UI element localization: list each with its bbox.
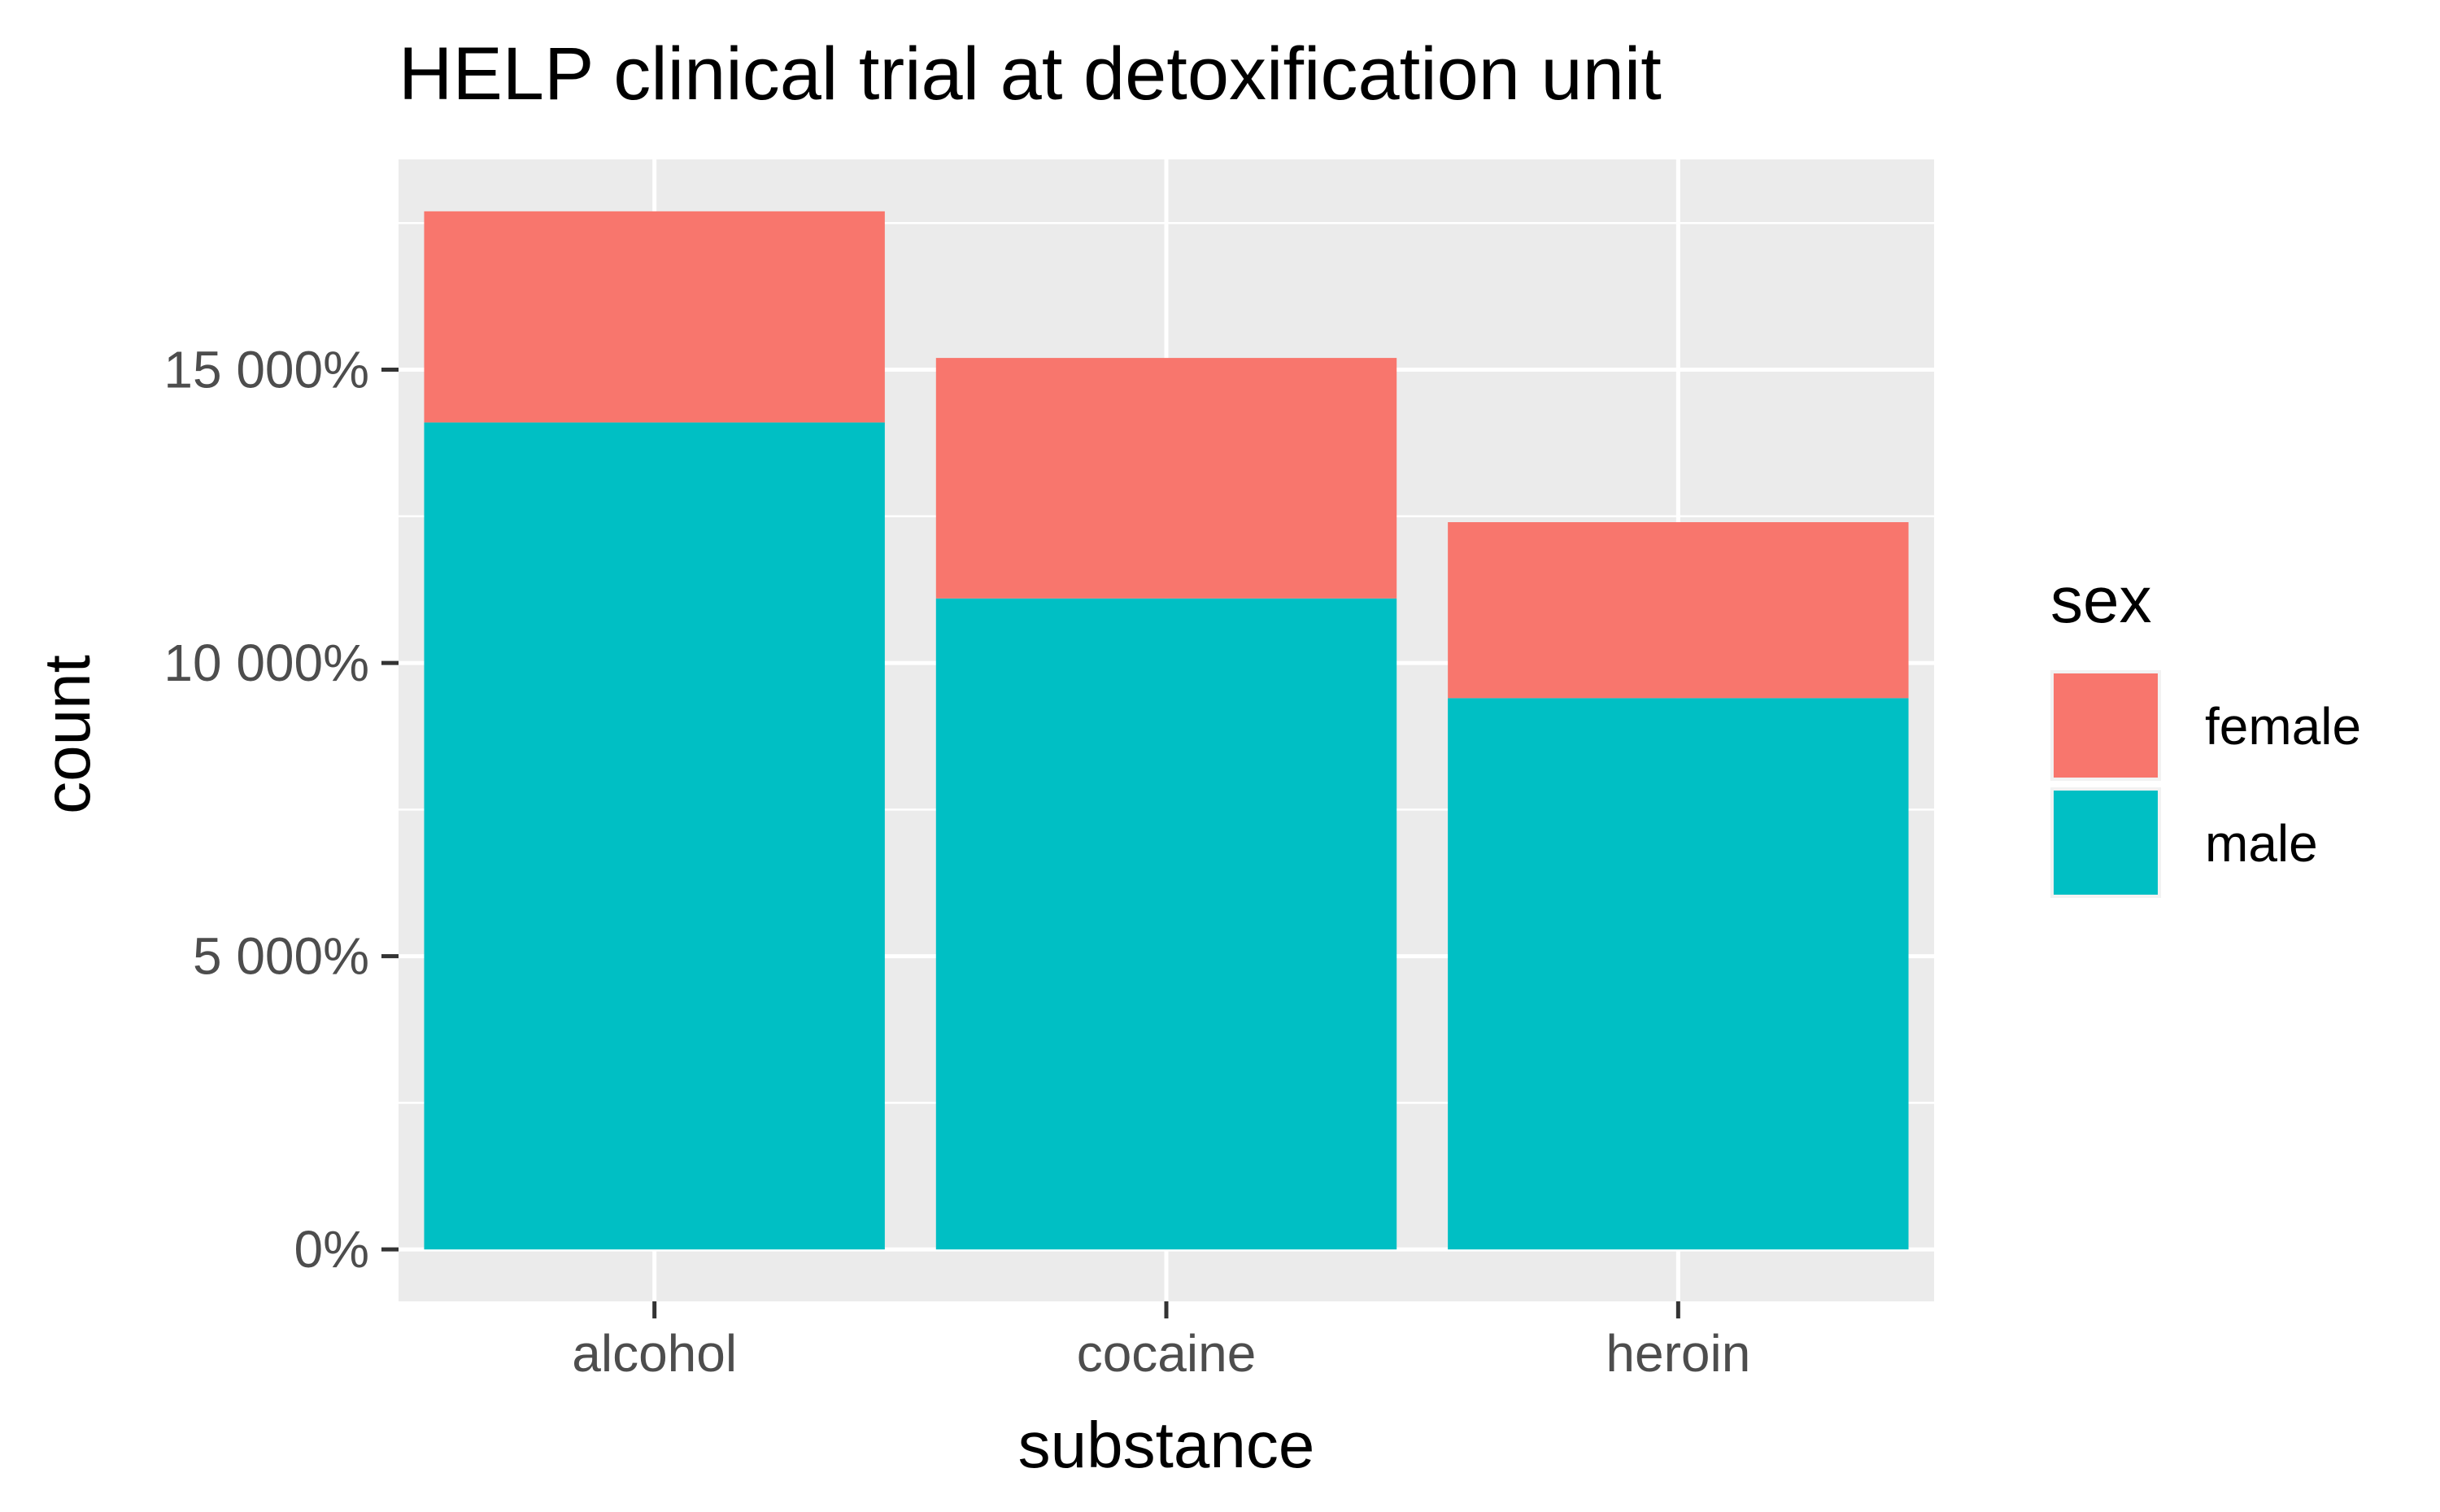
y-tick-label: 0% [294,1220,370,1279]
y-axis-title: count [31,655,103,814]
y-axis: 0% 5 000% 10 000% 15 000% [163,341,399,1279]
x-axis: alcohol cocaine heroin [572,1301,1750,1383]
y-tick-label: 10 000% [163,634,369,692]
bar-cocaine-male [935,598,1397,1250]
bar-cocaine-female [935,358,1397,599]
legend-swatch-male [2054,791,2158,895]
legend-label-female: female [2205,697,2361,756]
bar-heroin-female [1448,522,1909,699]
legend-label-male: male [2205,814,2318,873]
x-axis-title: substance [1018,1409,1315,1481]
legend: sex female male [2050,564,2361,898]
bar-alcohol-male [424,422,885,1250]
y-tick-label: 15 000% [163,341,369,399]
bar-heroin-male [1448,698,1909,1250]
legend-swatch-female [2054,673,2158,778]
y-tick-label: 5 000% [193,927,369,986]
x-tick-label-cocaine: cocaine [1077,1324,1257,1383]
x-tick-label-heroin: heroin [1606,1324,1750,1383]
x-tick-label-alcohol: alcohol [572,1324,737,1383]
legend-title: sex [2050,564,2152,636]
chart-title: HELP clinical trial at detoxification un… [399,33,1662,115]
bar-alcohol-female [424,211,885,423]
bars-group [424,211,1909,1250]
